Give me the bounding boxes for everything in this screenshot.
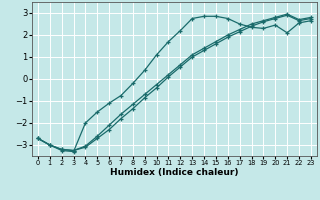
X-axis label: Humidex (Indice chaleur): Humidex (Indice chaleur) (110, 168, 239, 177)
